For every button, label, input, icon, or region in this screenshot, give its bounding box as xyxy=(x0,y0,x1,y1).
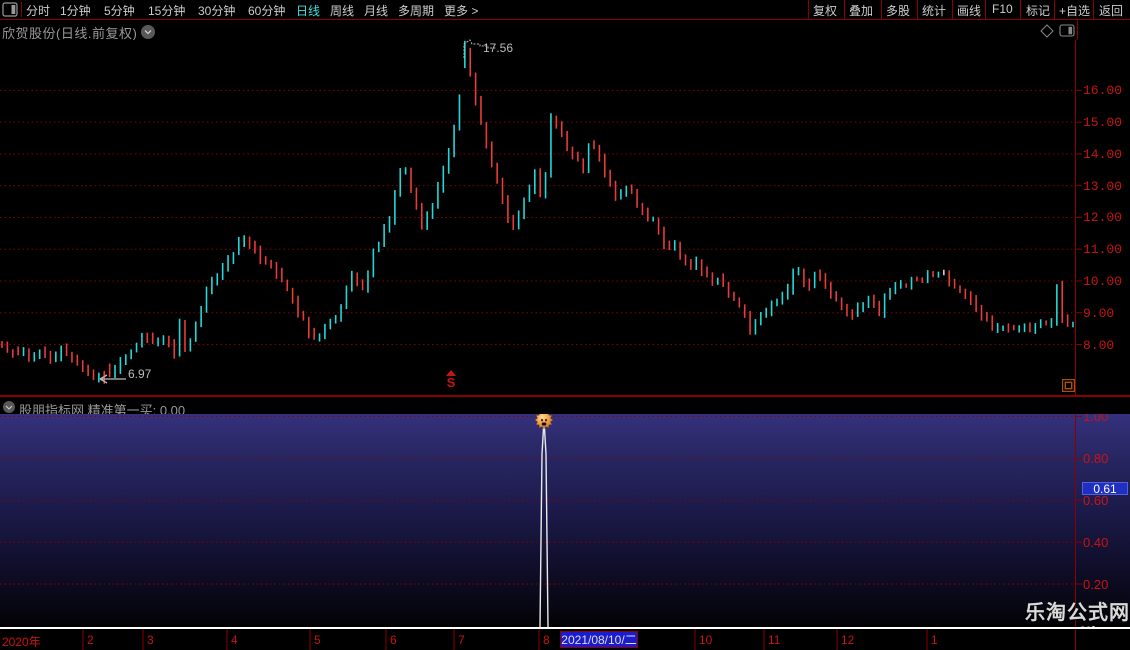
svg-text:S: S xyxy=(447,375,456,388)
